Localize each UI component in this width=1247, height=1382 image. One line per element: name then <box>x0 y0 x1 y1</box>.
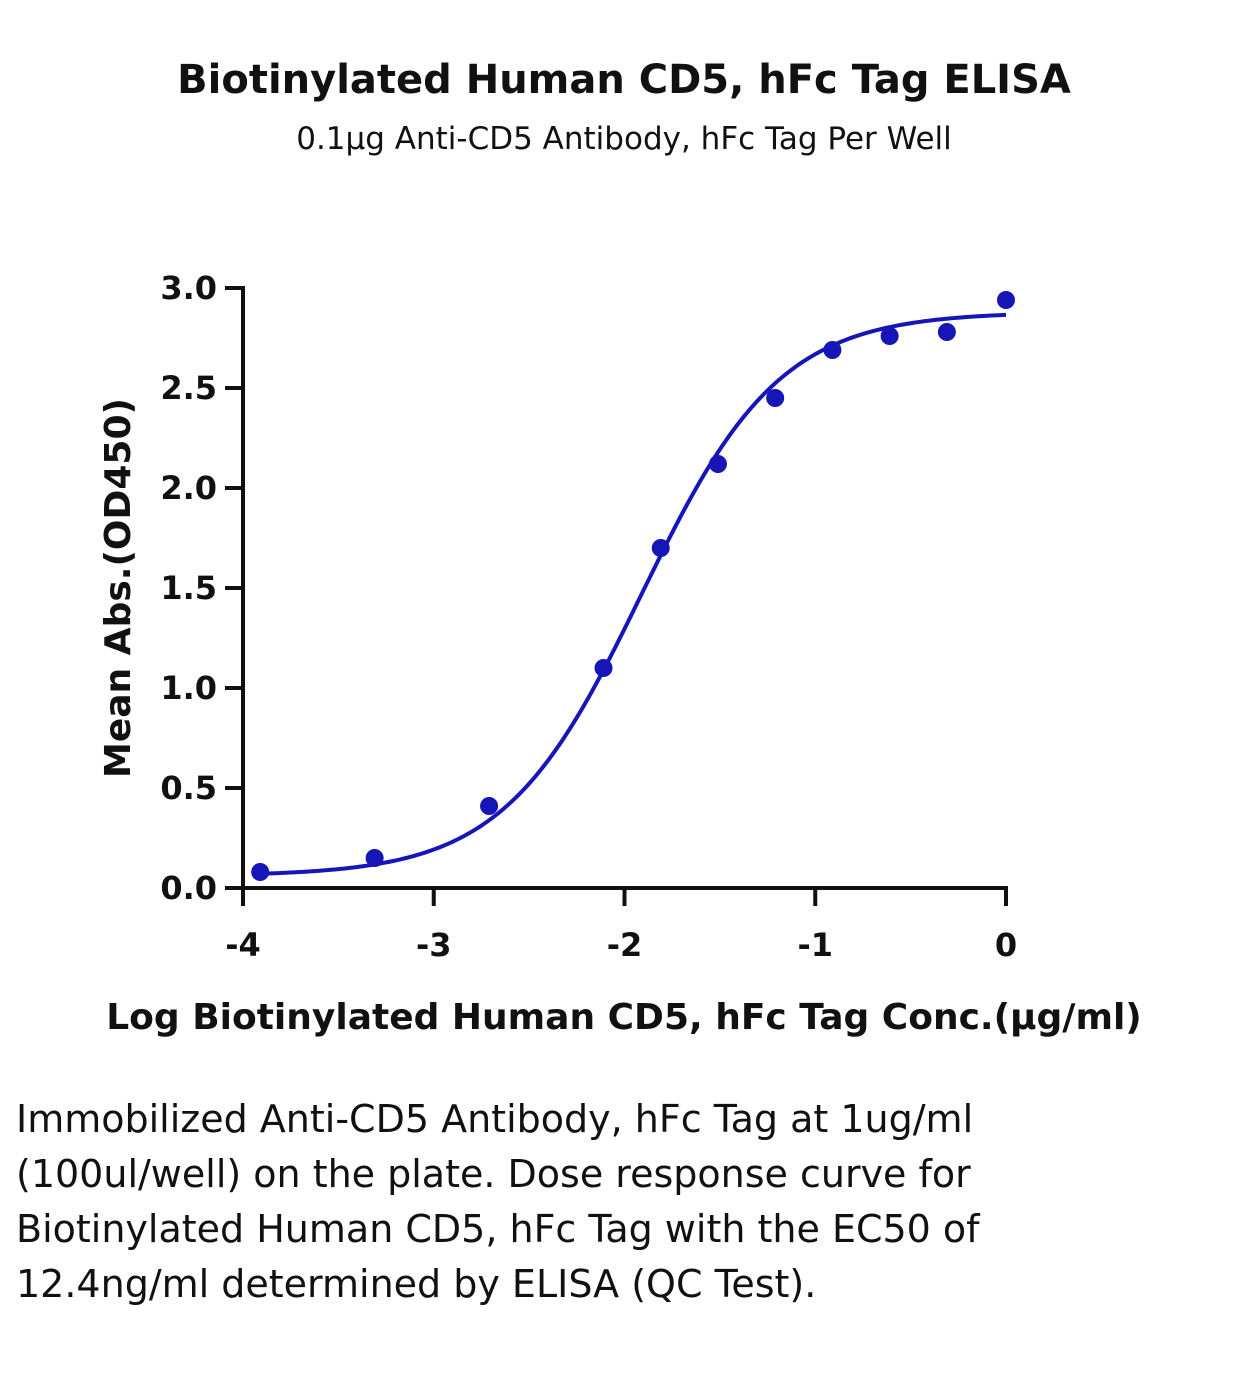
y-tick-label: 1.5 <box>160 569 217 607</box>
data-point <box>480 797 499 815</box>
data-point <box>766 389 785 407</box>
x-axis: -4 -3 -2 -1 0 <box>225 886 1017 964</box>
data-point <box>651 539 670 557</box>
x-tick-label: -1 <box>797 926 833 964</box>
x-tick-label: -3 <box>416 926 452 964</box>
fit-curve-group <box>260 312 1007 876</box>
chart-subtitle: 0.1µg Anti-CD5 Antibody, hFc Tag Per Wel… <box>296 121 952 157</box>
y-tick-label: 0.5 <box>160 769 217 807</box>
elisa-chart: Biotinylated Human CD5, hFc Tag ELISA 0.… <box>98 57 1142 1038</box>
y-tick-label: 3.0 <box>160 269 217 307</box>
x-axis-title: Log Biotinylated Human CD5, hFc Tag Conc… <box>106 997 1142 1038</box>
y-axis: 0.0 0.5 1.0 1.5 2.0 2.5 3.0 <box>160 269 245 907</box>
data-point <box>708 455 727 473</box>
data-point <box>594 659 613 677</box>
data-points <box>251 291 1015 881</box>
x-tick-label: -4 <box>225 926 261 964</box>
figure-caption: Immobilized Anti-CD5 Antibody, hFc Tag a… <box>16 1097 980 1306</box>
x-tick-label: 0 <box>995 926 1017 964</box>
y-tick-label: 1.0 <box>160 669 217 707</box>
y-tick-label: 2.0 <box>160 469 217 507</box>
x-tick-label: -2 <box>607 926 643 964</box>
data-point <box>823 341 842 359</box>
data-point <box>997 291 1015 309</box>
fit-curve <box>260 312 1007 876</box>
data-point <box>365 849 384 867</box>
data-point <box>937 323 956 341</box>
data-point <box>251 863 270 881</box>
y-axis-title: Mean Abs.(OD450) <box>98 398 139 778</box>
data-point <box>880 327 899 345</box>
y-tick-label: 0.0 <box>160 869 217 907</box>
y-tick-label: 2.5 <box>160 369 217 407</box>
chart-title: Biotinylated Human CD5, hFc Tag ELISA <box>177 57 1071 103</box>
